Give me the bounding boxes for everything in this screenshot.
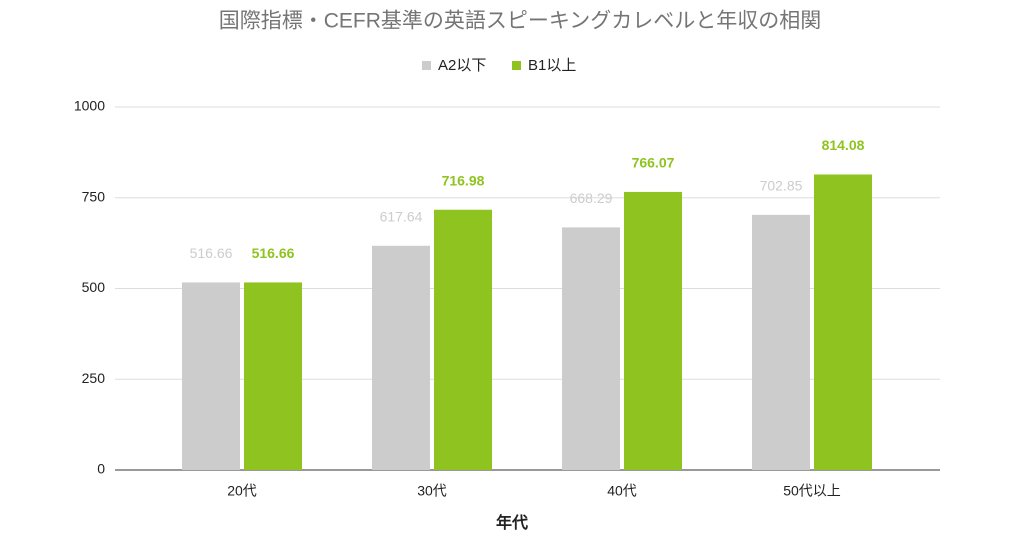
bar [182, 282, 240, 470]
x-tick-label: 30代 [417, 483, 447, 499]
legend-swatch [422, 61, 431, 70]
x-tick-label: 40代 [607, 483, 637, 499]
legend-label: A2以下 [438, 57, 486, 74]
chart-title: 国際指標・CEFR基準の英語スピーキングカレベルと年収の相関 [219, 10, 822, 33]
value-label: 766.07 [632, 155, 675, 171]
bar [244, 282, 302, 470]
legend-label: B1以上 [528, 57, 576, 74]
value-label: 516.66 [190, 245, 233, 261]
bar [624, 191, 682, 470]
y-tick-label: 1000 [74, 98, 105, 114]
y-tick-label: 500 [82, 279, 106, 295]
bar [434, 209, 492, 470]
value-label: 668.29 [570, 190, 613, 206]
value-label: 516.66 [252, 245, 295, 261]
value-label: 617.64 [380, 208, 423, 224]
x-axis-label: 年代 [496, 513, 528, 532]
y-tick-label: 250 [82, 370, 106, 386]
x-tick-label: 20代 [227, 483, 257, 499]
bar [814, 174, 872, 470]
bar [562, 227, 620, 470]
y-tick-label: 750 [82, 188, 106, 204]
x-tick-label: 50代以上 [783, 483, 841, 499]
bar [752, 214, 810, 470]
value-label: 814.08 [822, 137, 865, 153]
value-label: 716.98 [442, 172, 485, 188]
bar [372, 245, 430, 470]
legend-swatch [512, 61, 521, 70]
y-tick-label: 0 [97, 461, 105, 477]
value-label: 702.85 [760, 178, 803, 194]
